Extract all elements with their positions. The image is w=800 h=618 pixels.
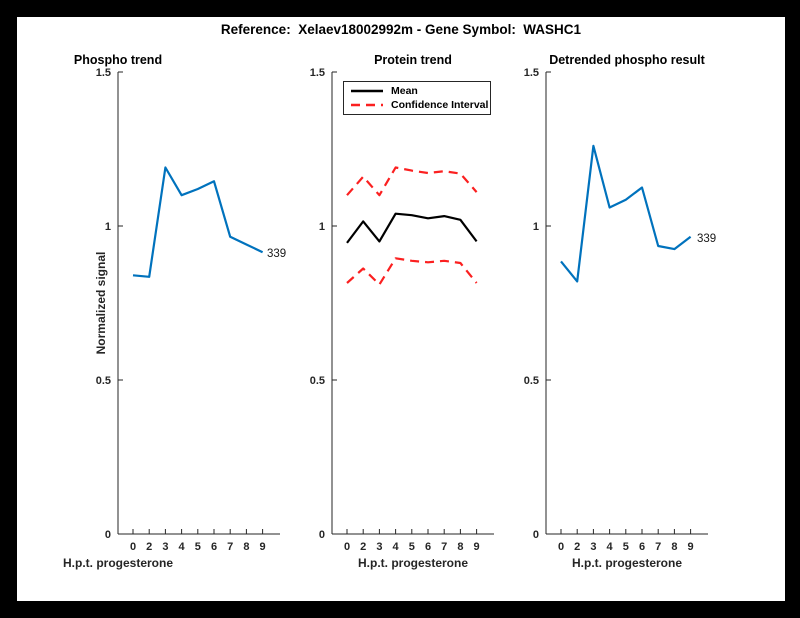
svg-text:0: 0 (558, 541, 564, 553)
series-line (132, 166, 264, 278)
svg-text:0: 0 (130, 541, 136, 553)
svg-text:0.5: 0.5 (96, 375, 111, 387)
figure-canvas: Reference: Xelaev18002992m - Gene Symbol… (17, 17, 785, 601)
y-axis-label: Normalized signal (94, 251, 108, 355)
mean-line-sample-icon (351, 89, 383, 92)
svg-text:8: 8 (457, 541, 463, 553)
subplot1-xlabel: H.p.t. progesterone (62, 556, 173, 570)
subplot2-xlabel: H.p.t. progesterone (357, 556, 468, 570)
svg-text:2: 2 (574, 541, 580, 553)
svg-text:4: 4 (179, 541, 186, 553)
svg-text:1: 1 (533, 221, 539, 233)
series-line (346, 166, 478, 197)
subplot1-title: Phospho trend (73, 53, 163, 67)
confidence-interval-line-sample-icon (351, 104, 383, 107)
svg-text:6: 6 (639, 541, 645, 553)
subplot3-title: Detrended phospho result (549, 53, 705, 67)
svg-text:2: 2 (146, 541, 152, 553)
figure-title: Reference: Xelaev18002992m - Gene Symbol… (220, 22, 582, 37)
legend-label-mean: Mean (391, 84, 418, 97)
svg-text:4: 4 (607, 541, 614, 553)
svg-text:5: 5 (623, 541, 629, 553)
svg-text:6: 6 (425, 541, 431, 553)
subplot3-xlabel: H.p.t. progesterone (571, 556, 682, 570)
svg-text:5: 5 (409, 541, 415, 553)
svg-text:0: 0 (533, 529, 539, 541)
plots-svg: 00.511.50 2 3 4 5 6 7 8 900.511.50 2 3 4 5 6 7 8 900.511… (96, 67, 708, 553)
series-line (346, 257, 478, 286)
svg-text:0: 0 (344, 541, 350, 553)
legend-row-ci: Confidence Interval (344, 98, 490, 112)
svg-text:3: 3 (376, 541, 382, 553)
svg-text:9: 9 (260, 541, 266, 553)
svg-text:5: 5 (195, 541, 201, 553)
svg-text:2: 2 (360, 541, 366, 553)
legend-row-mean: Mean (344, 84, 490, 98)
svg-text:0: 0 (105, 529, 111, 541)
series-line (346, 212, 478, 244)
legend-label-ci: Confidence Interval (391, 99, 489, 112)
svg-text:7: 7 (655, 541, 661, 553)
svg-text:0.5: 0.5 (310, 375, 325, 387)
subplot1-series-end-label: 339 (267, 248, 287, 260)
series-line (560, 144, 692, 283)
svg-text:0.5: 0.5 (524, 375, 539, 387)
svg-text:1.5: 1.5 (524, 67, 539, 79)
svg-text:3: 3 (162, 541, 168, 553)
svg-text:1.5: 1.5 (310, 67, 325, 79)
svg-text:1: 1 (319, 221, 325, 233)
svg-text:4: 4 (393, 541, 400, 553)
svg-text:8: 8 (671, 541, 677, 553)
svg-text:0: 0 (319, 529, 325, 541)
svg-text:1: 1 (105, 221, 111, 233)
svg-text:7: 7 (441, 541, 447, 553)
svg-text:9: 9 (688, 541, 694, 553)
svg-text:6: 6 (211, 541, 217, 553)
svg-text:9: 9 (474, 541, 480, 553)
svg-text:8: 8 (243, 541, 249, 553)
subplot2-title: Protein trend (374, 53, 452, 67)
svg-text:7: 7 (227, 541, 233, 553)
svg-text:3: 3 (590, 541, 596, 553)
subplot3-series-end-label: 339 (697, 233, 717, 245)
svg-text:1.5: 1.5 (96, 67, 111, 79)
legend: Mean Confidence Interval (343, 81, 491, 115)
